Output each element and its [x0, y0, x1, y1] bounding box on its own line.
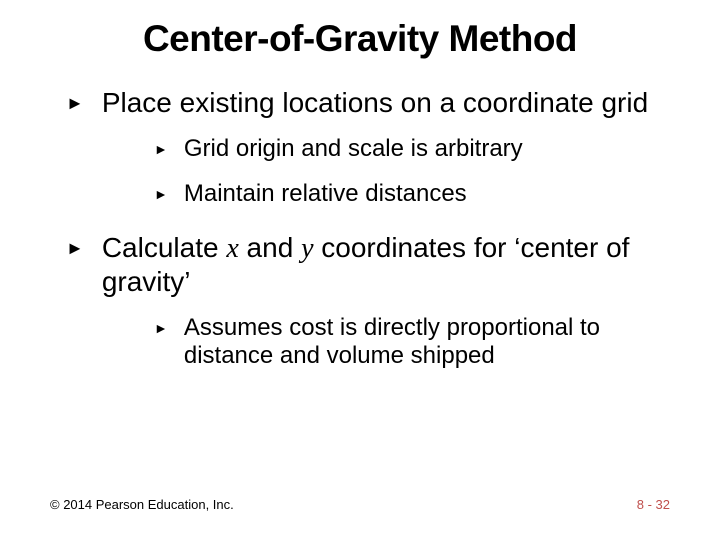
slide: Center-of-Gravity Method ► Place existin… — [0, 0, 720, 540]
bullet-text: Maintain relative distances — [184, 180, 467, 209]
variable-x: x — [226, 233, 238, 264]
triangle-bullet-icon: ► — [154, 320, 168, 336]
triangle-bullet-icon: ► — [66, 238, 84, 259]
bullet-text: Calculate x and y coordinates for ‘cente… — [102, 231, 670, 298]
triangle-bullet-icon: ► — [66, 93, 84, 114]
bullet-level1: ► Place existing locations on a coordina… — [50, 86, 670, 119]
bullet-level1: ► Calculate x and y coordinates for ‘cen… — [50, 231, 670, 298]
copyright-text: © 2014 Pearson Education, Inc. — [50, 497, 234, 512]
spacer — [50, 223, 670, 231]
bullet-text: Assumes cost is directly proportional to… — [184, 314, 670, 372]
triangle-bullet-icon: ► — [154, 141, 168, 157]
text-fragment: Calculate — [102, 232, 227, 263]
bullet-text: Grid origin and scale is arbitrary — [184, 135, 523, 164]
bullet-level2: ► Assumes cost is directly proportional … — [50, 314, 670, 372]
triangle-bullet-icon: ► — [154, 186, 168, 202]
bullet-level2: ► Maintain relative distances — [50, 180, 670, 209]
page-title: Center-of-Gravity Method — [50, 18, 670, 60]
text-fragment: and — [239, 232, 301, 263]
variable-y: y — [301, 233, 313, 264]
page-number: 8 - 32 — [637, 497, 670, 512]
bullet-level2: ► Grid origin and scale is arbitrary — [50, 135, 670, 164]
footer: © 2014 Pearson Education, Inc. 8 - 32 — [50, 497, 670, 512]
bullet-text: Place existing locations on a coordinate… — [102, 86, 648, 119]
